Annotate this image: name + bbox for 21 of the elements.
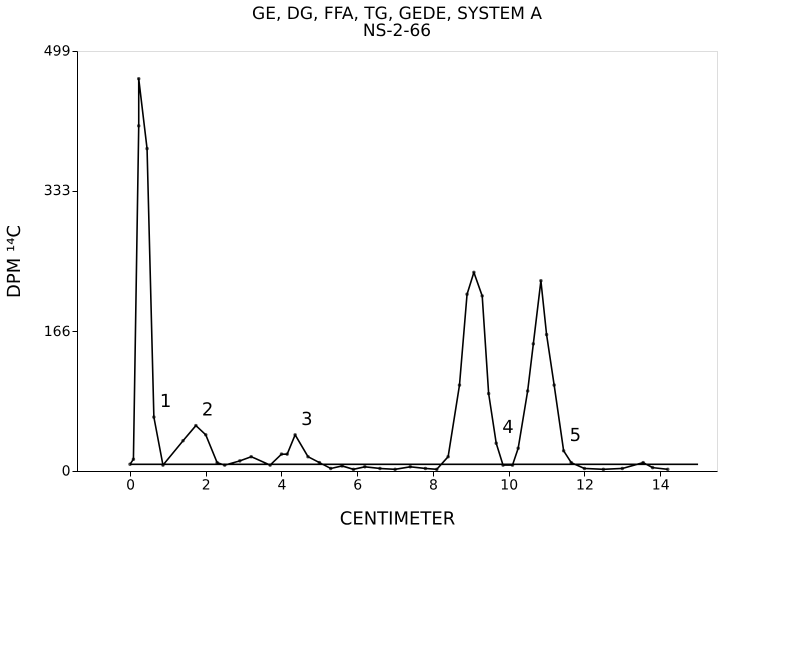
y-tick-label: 499 (44, 44, 70, 60)
y-tick-label: 166 (44, 324, 71, 340)
x-tick-label: 8 (429, 478, 438, 494)
x-tick-label: 12 (576, 478, 594, 494)
x-tick-label: 2 (202, 478, 211, 494)
x-axis-title: CENTIMETER (340, 508, 456, 530)
x-tick-label: 4 (278, 478, 287, 494)
x-tick-label: 10 (500, 478, 518, 494)
annotation: 5 (570, 424, 582, 446)
chart-subtitle: NS-2-66 (362, 21, 432, 41)
annotation: 2 (202, 400, 214, 421)
y-tick-label: 0 (62, 464, 70, 480)
y-axis-title: DPM ¹⁴C (4, 225, 25, 298)
y-tick-label: 333 (44, 183, 70, 200)
annotation: 1 (160, 391, 172, 412)
chart-title: GE, DG, FFA, TG, GEDE, SYSTEM A (252, 4, 542, 24)
annotation: 4 (502, 417, 514, 438)
annotation: 3 (301, 408, 313, 430)
x-tick-label: 0 (126, 478, 135, 494)
x-tick-label: 14 (652, 478, 670, 494)
x-tick-label: 6 (353, 478, 362, 494)
